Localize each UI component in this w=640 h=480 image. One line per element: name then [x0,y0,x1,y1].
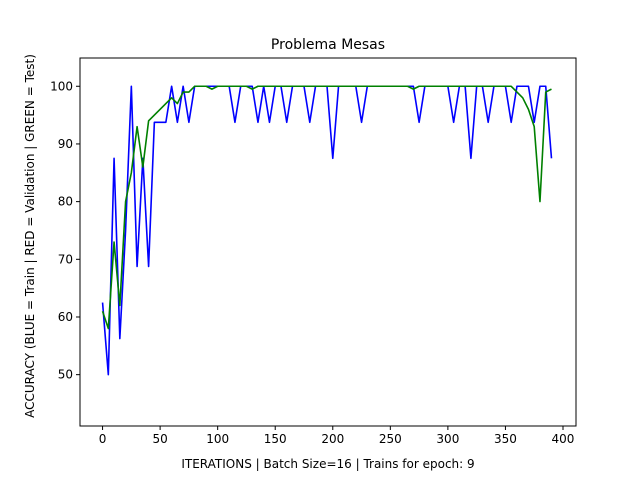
x-tick-label: 100 [206,432,229,446]
chart-title: Problema Mesas [271,37,385,53]
y-tick-label: 80 [58,195,73,209]
x-tick-label: 50 [152,432,167,446]
x-tick-label: 0 [99,432,107,446]
y-tick-label: 90 [58,137,73,151]
y-tick-label: 100 [50,79,73,93]
x-axis-label: ITERATIONS | Batch Size=16 | Trains for … [181,457,474,471]
x-tick-label: 350 [494,432,517,446]
y-tick-label: 60 [58,310,73,324]
plot-frame [79,57,577,427]
x-tick-label: 300 [436,432,459,446]
x-tick-label: 200 [321,432,344,446]
y-axis-label: ACCURACY (BLUE = Train | RED = Validatio… [23,54,37,418]
x-tick-label: 250 [379,432,402,446]
y-tick-label: 50 [58,368,73,382]
x-tick-label: 150 [264,432,287,446]
y-tick-label: 70 [58,252,73,266]
data-line [101,85,553,376]
x-tick-label: 400 [552,432,575,446]
data-line [101,85,552,330]
